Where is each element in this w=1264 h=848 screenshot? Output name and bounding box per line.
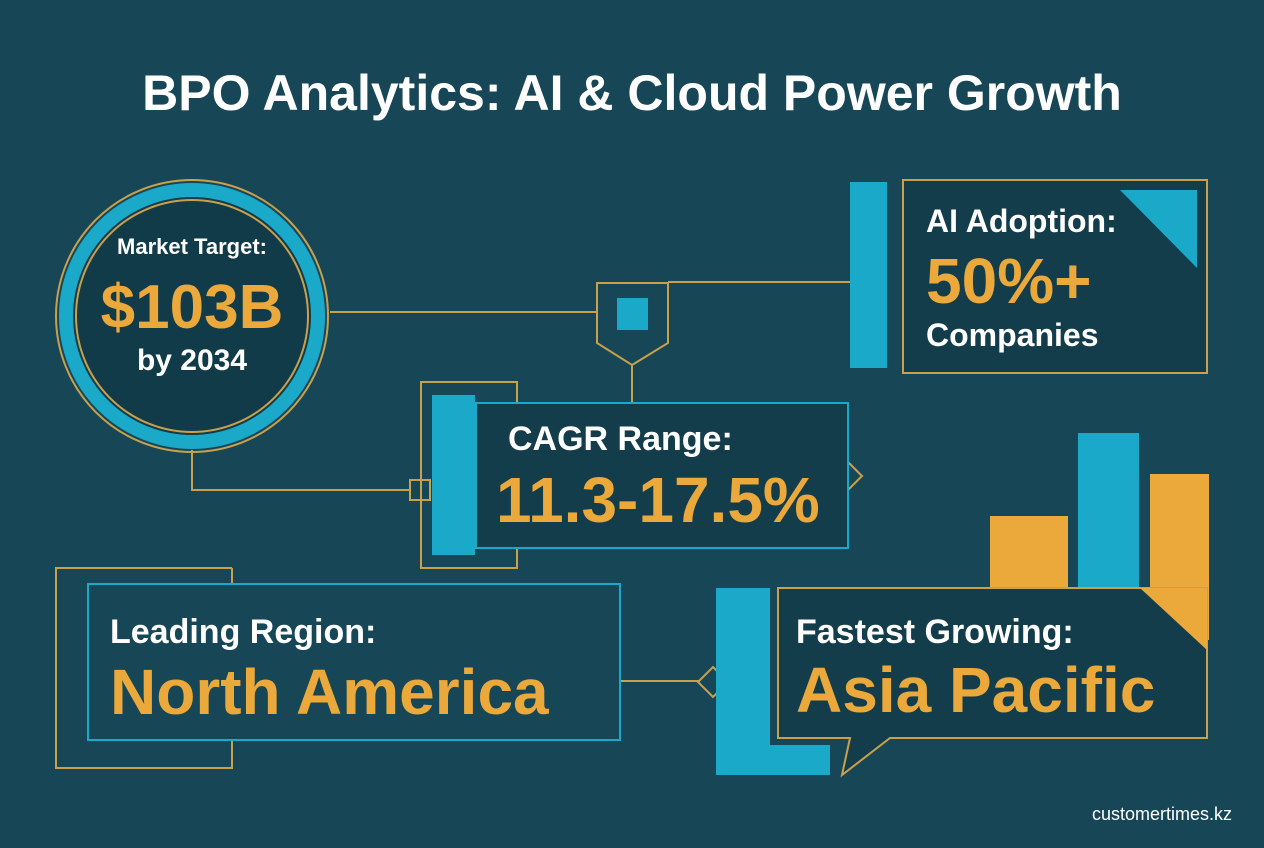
note: Companies (926, 317, 1098, 353)
label: CAGR Range: (508, 420, 733, 458)
fastest-growing: Fastest Growing: Asia Pacific (716, 587, 1208, 778)
note: by 2034 (137, 344, 247, 377)
value: $103B (101, 273, 284, 342)
cagr: CAGR Range: 11.3-17.5% (420, 381, 849, 569)
title: BPO Analytics: AI & Cloud Power Growth (142, 65, 1122, 121)
label: AI Adoption: (926, 203, 1117, 239)
leading-region: Leading Region: North America (55, 567, 621, 769)
market-target: Market Target: $103B by 2034 (55, 179, 329, 453)
ai-adoption: AI Adoption: 50%+ Companies (850, 179, 1208, 374)
value: 11.3-17.5% (496, 464, 820, 536)
label: Market Target: (117, 234, 267, 259)
footer: customertimes.kz (1092, 804, 1232, 824)
label: Leading Region: (110, 613, 376, 651)
value: 50%+ (926, 245, 1091, 317)
value: North America (110, 656, 549, 728)
label: Fastest Growing: (796, 613, 1074, 651)
value: Asia Pacific (796, 654, 1155, 726)
